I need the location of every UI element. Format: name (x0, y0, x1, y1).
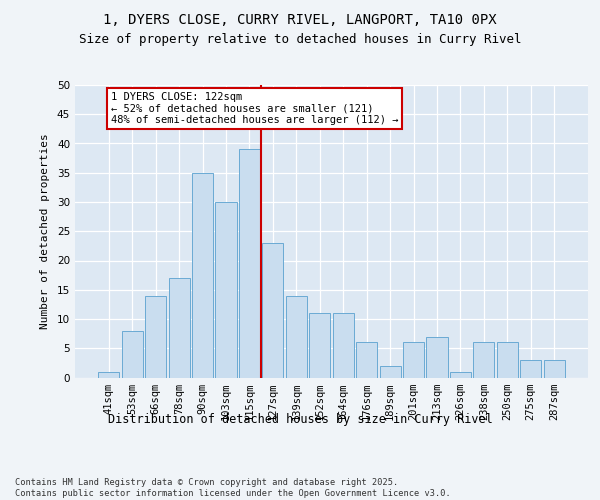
Text: 1 DYERS CLOSE: 122sqm
← 52% of detached houses are smaller (121)
48% of semi-det: 1 DYERS CLOSE: 122sqm ← 52% of detached … (111, 92, 398, 125)
Bar (380, 366, 401, 378)
Bar (356, 342, 377, 378)
Bar (122, 330, 143, 378)
Bar (497, 342, 518, 378)
Bar (192, 173, 213, 378)
Bar (262, 243, 283, 378)
Bar (309, 313, 331, 378)
Bar (286, 296, 307, 378)
Bar (450, 372, 471, 378)
Bar (332, 313, 354, 378)
Text: 1, DYERS CLOSE, CURRY RIVEL, LANGPORT, TA10 0PX: 1, DYERS CLOSE, CURRY RIVEL, LANGPORT, T… (103, 12, 497, 26)
Bar (473, 342, 494, 378)
Bar (520, 360, 541, 378)
Y-axis label: Number of detached properties: Number of detached properties (40, 134, 50, 329)
Bar (215, 202, 236, 378)
Bar (544, 360, 565, 378)
Bar (427, 336, 448, 378)
Text: Size of property relative to detached houses in Curry Rivel: Size of property relative to detached ho… (79, 32, 521, 46)
Bar (169, 278, 190, 378)
Bar (239, 150, 260, 378)
Text: Contains HM Land Registry data © Crown copyright and database right 2025.
Contai: Contains HM Land Registry data © Crown c… (15, 478, 451, 498)
Bar (98, 372, 119, 378)
Text: Distribution of detached houses by size in Curry Rivel: Distribution of detached houses by size … (107, 412, 493, 426)
Bar (403, 342, 424, 378)
Bar (145, 296, 166, 378)
